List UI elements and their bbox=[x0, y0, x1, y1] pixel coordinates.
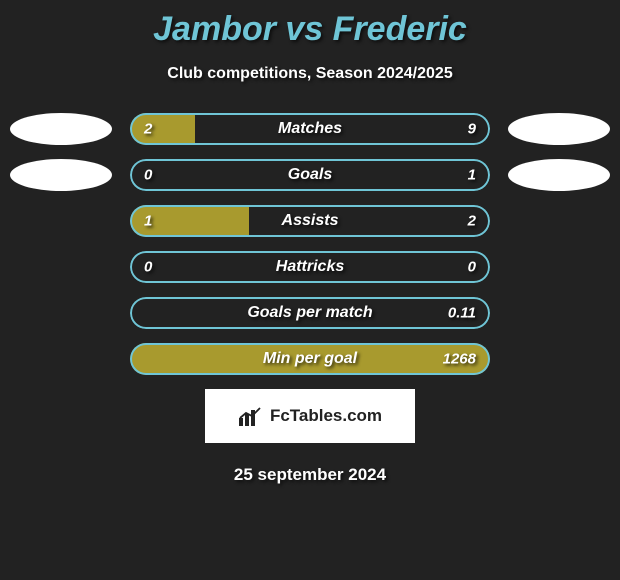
stat-value-right: 0 bbox=[468, 259, 476, 276]
stat-value-left: 2 bbox=[144, 121, 152, 138]
footer-date: 25 september 2024 bbox=[0, 465, 620, 485]
player-avatar-right bbox=[508, 159, 610, 191]
stat-row: Min per goal 1268 bbox=[10, 343, 610, 375]
subtitle: Club competitions, Season 2024/2025 bbox=[0, 65, 620, 83]
avatar-spacer bbox=[10, 251, 112, 283]
stat-value-right: 1268 bbox=[443, 351, 476, 368]
stat-label: Hattricks bbox=[276, 258, 344, 276]
stat-bar: Goals per match 0.11 bbox=[130, 297, 490, 329]
stat-value-right: 2 bbox=[468, 213, 476, 230]
stat-label: Min per goal bbox=[263, 350, 357, 368]
stat-bar: 1 Assists 2 bbox=[130, 205, 490, 237]
stat-value-right: 1 bbox=[468, 167, 476, 184]
player-avatar-right bbox=[508, 113, 610, 145]
bar-left-fill bbox=[130, 113, 195, 145]
stat-label: Matches bbox=[278, 120, 342, 138]
stat-bar: Min per goal 1268 bbox=[130, 343, 490, 375]
stat-label: Goals per match bbox=[247, 304, 372, 322]
stat-value-right: 9 bbox=[468, 121, 476, 138]
stat-row: Goals per match 0.11 bbox=[10, 297, 610, 329]
stat-row: 1 Assists 2 bbox=[10, 205, 610, 237]
stat-bar: 0 Goals 1 bbox=[130, 159, 490, 191]
stat-row: 2 Matches 9 bbox=[10, 113, 610, 145]
stat-row: 0 Hattricks 0 bbox=[10, 251, 610, 283]
badge-text: FcTables.com bbox=[270, 406, 382, 426]
source-badge: FcTables.com bbox=[205, 389, 415, 443]
avatar-spacer bbox=[508, 205, 610, 237]
avatar-spacer bbox=[508, 297, 610, 329]
stat-bar: 2 Matches 9 bbox=[130, 113, 490, 145]
stat-bar: 0 Hattricks 0 bbox=[130, 251, 490, 283]
stat-label: Assists bbox=[282, 212, 339, 230]
stat-value-left: 0 bbox=[144, 167, 152, 184]
avatar-spacer bbox=[10, 343, 112, 375]
stat-label: Goals bbox=[288, 166, 332, 184]
avatar-spacer bbox=[508, 251, 610, 283]
avatar-spacer bbox=[508, 343, 610, 375]
player-avatar-left bbox=[10, 159, 112, 191]
chart-icon bbox=[238, 406, 264, 426]
player-avatar-left bbox=[10, 113, 112, 145]
stat-value-left: 1 bbox=[144, 213, 152, 230]
stat-row: 0 Goals 1 bbox=[10, 159, 610, 191]
page-title: Jambor vs Frederic bbox=[0, 0, 620, 49]
stat-value-right: 0.11 bbox=[448, 305, 476, 322]
bars-container: 2 Matches 9 0 Goals 1 1 Assists 2 0 Hattricks 0 Goal… bbox=[0, 113, 620, 375]
stat-value-left: 0 bbox=[144, 259, 152, 276]
avatar-spacer bbox=[10, 297, 112, 329]
avatar-spacer bbox=[10, 205, 112, 237]
